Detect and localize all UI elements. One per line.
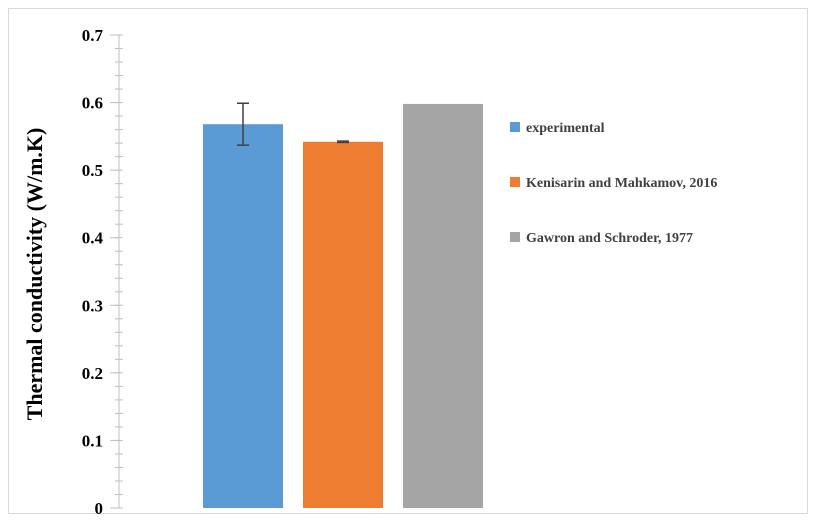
y-tick-label: 0.1 xyxy=(82,431,103,450)
bar-2 xyxy=(303,141,383,508)
bar-3 xyxy=(403,103,483,509)
y-tick-label: 0.6 xyxy=(82,94,103,113)
legend-swatch xyxy=(510,177,520,187)
legend-label: Gawron and Schroder, 1977 xyxy=(526,231,693,246)
y-tick-label: 0.5 xyxy=(82,161,103,180)
legend-swatch xyxy=(510,122,520,132)
y-tick-label: 0 xyxy=(95,499,104,518)
bars xyxy=(203,102,483,509)
bar-1 xyxy=(203,124,283,509)
y-axis-title: Thermal conductivity (W/m.K) xyxy=(22,128,47,421)
y-tick-label: 0.4 xyxy=(82,229,104,248)
legend-label: Kenisarin and Mahkamov, 2016 xyxy=(526,176,717,191)
y-tick-label: 0.7 xyxy=(82,26,104,45)
legend-label: experimental xyxy=(526,121,605,136)
y-axis: 0 0.1 0.2 0.3 0.4 0.5 0.6 0.7 xyxy=(82,26,123,518)
y-tick-label: 0.2 xyxy=(82,364,103,383)
legend: experimental Kenisarin and Mahkamov, 2016… xyxy=(510,121,717,246)
y-tick-label: 0.3 xyxy=(82,296,103,315)
legend-swatch xyxy=(510,232,520,242)
